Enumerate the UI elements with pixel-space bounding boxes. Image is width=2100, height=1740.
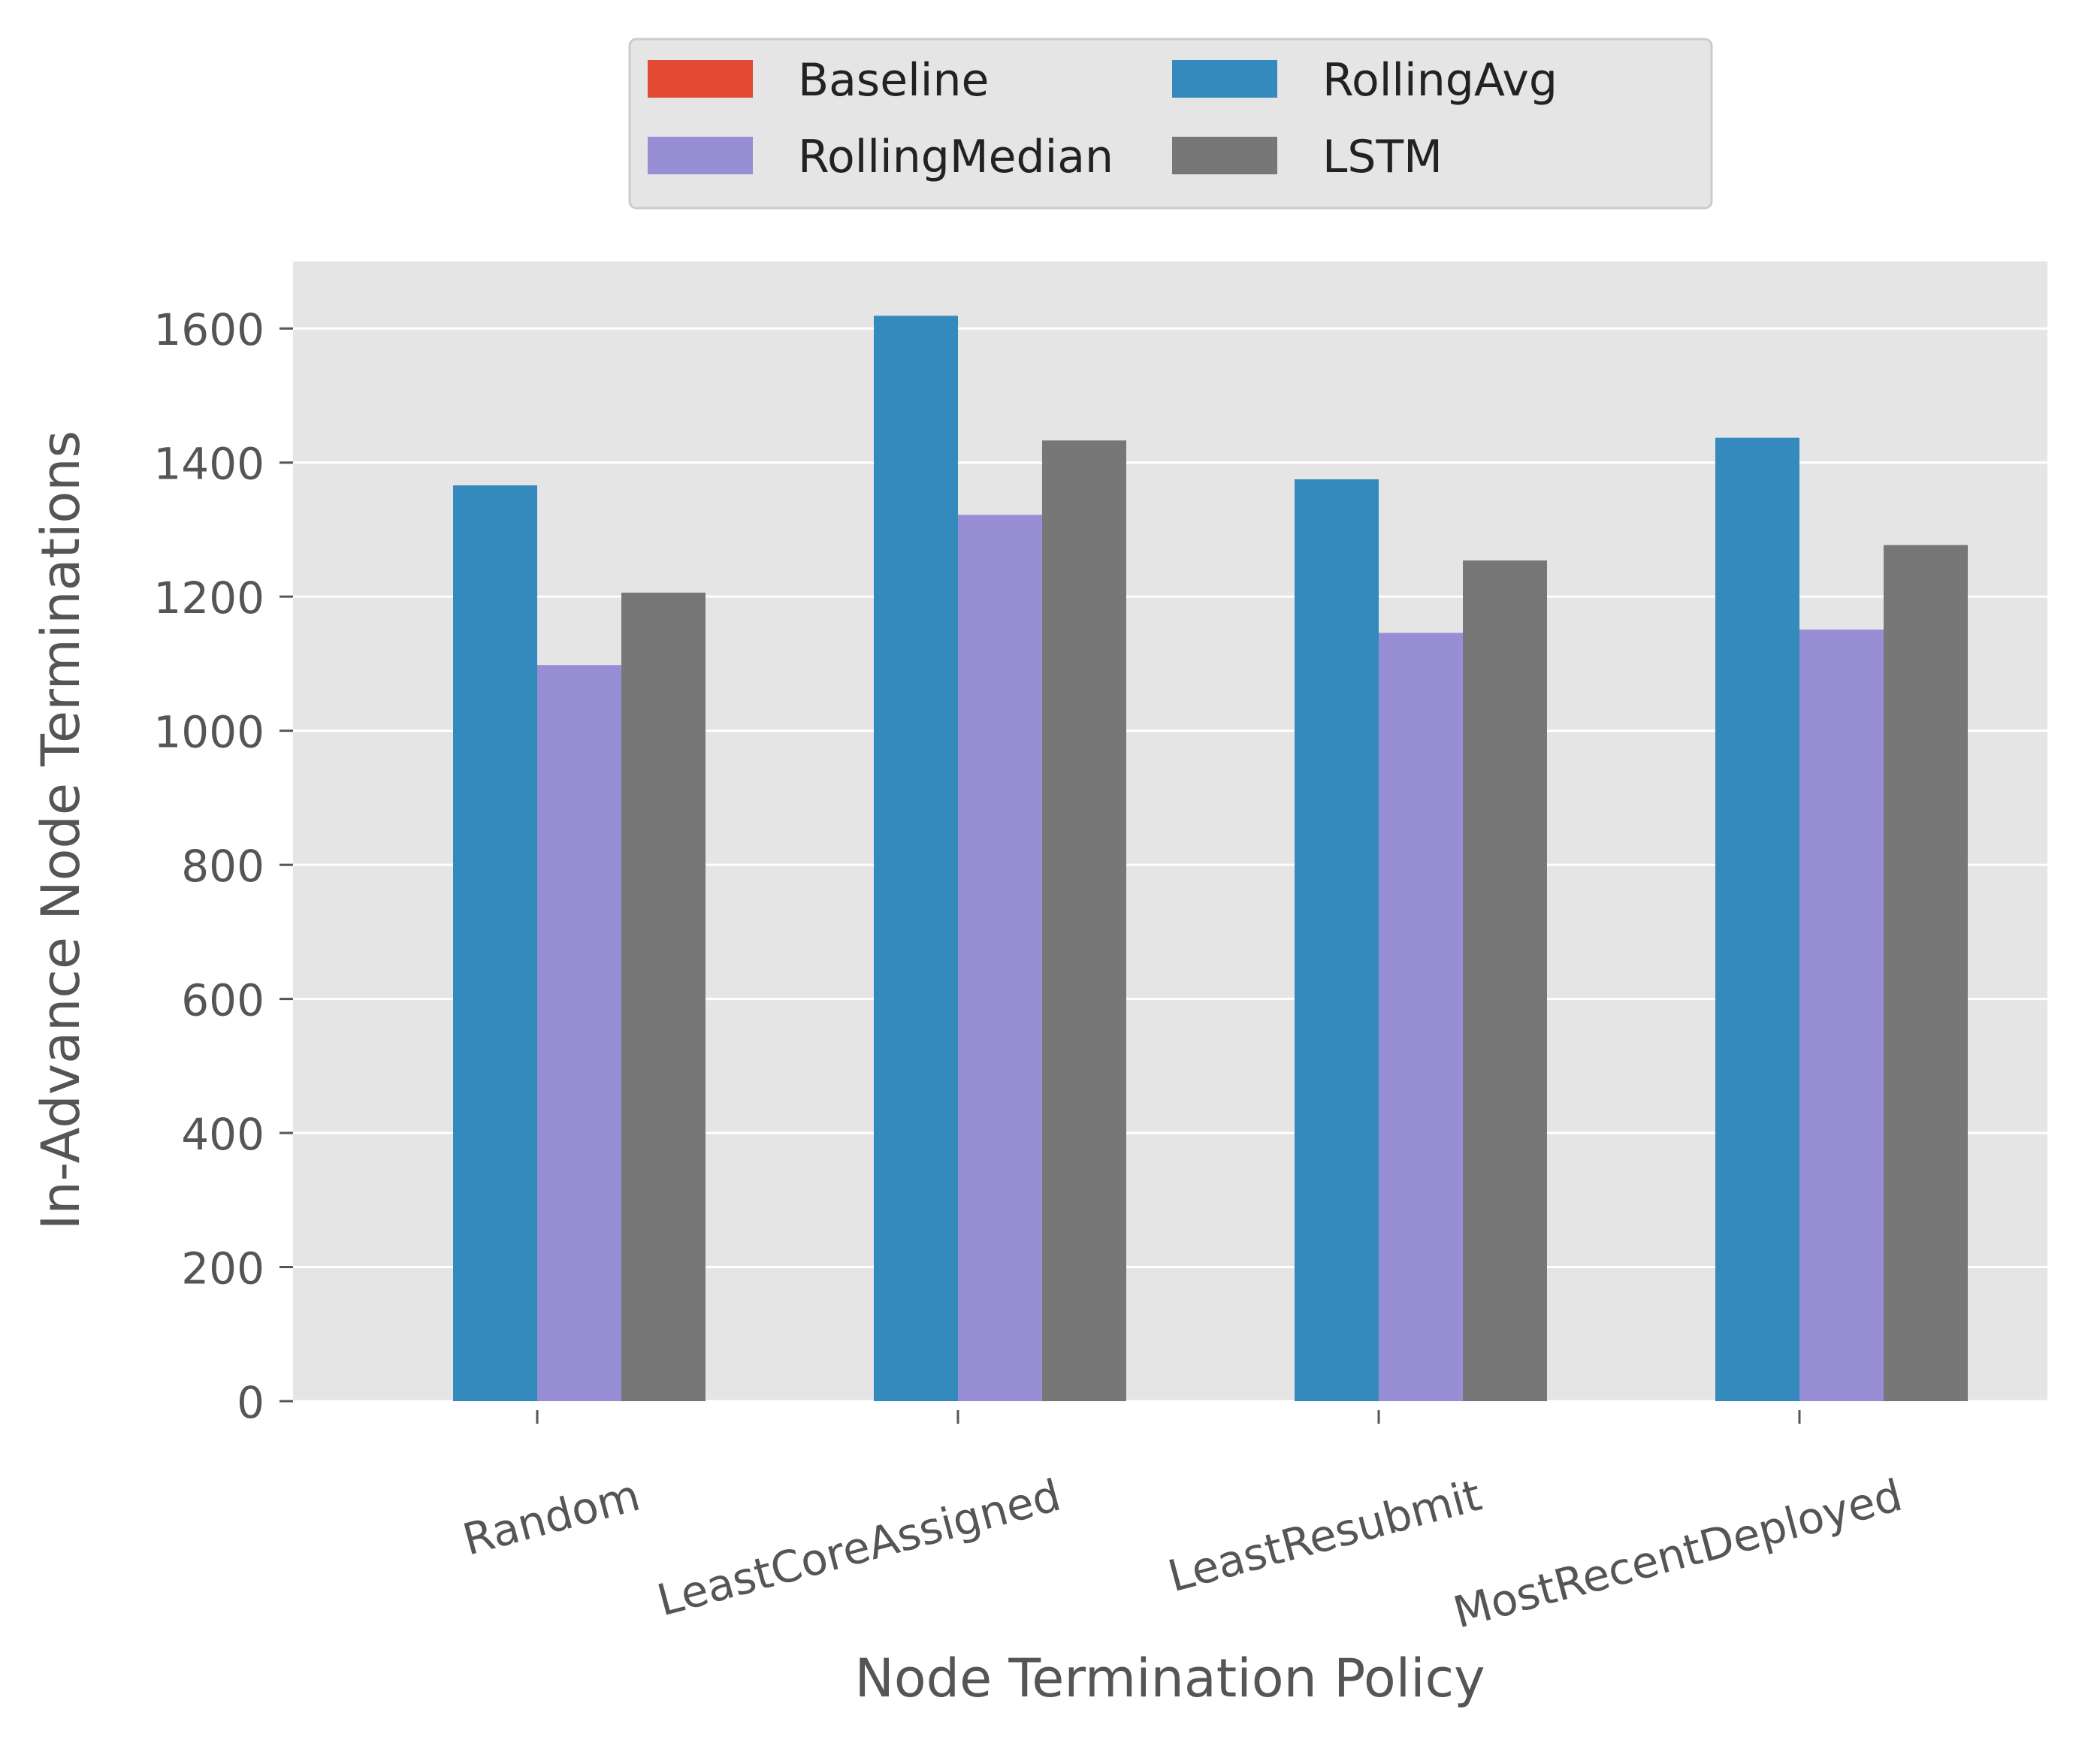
y-tick-label: 1600 [153,304,264,355]
legend-swatch [1172,60,1277,98]
bar [1799,629,1884,1401]
legend-label: RollingAvg [1322,54,1558,107]
bar [1715,437,1799,1401]
y-tick-label: 800 [181,841,264,892]
legend-swatch [1172,137,1277,174]
bars [453,316,1968,1402]
legend-swatch [648,137,753,174]
bar [1884,545,1968,1401]
legend: Baseline RollingAvg RollingMedian LSTM [628,38,1713,210]
y-tick-label: 1000 [153,707,264,758]
bar [1379,633,1463,1401]
bar [1042,440,1126,1401]
x-tick-label: LeastResubmit [1163,1470,1487,1602]
legend-label: RollingMedian [798,131,1113,183]
bar [537,665,621,1401]
legend-box [628,38,1713,210]
x-axis-label: Node Termination Policy [854,1648,1485,1709]
legend-label: LSTM [1322,131,1443,183]
y-axis-label: In-Advance Node Terminations [30,430,92,1230]
x-tick-label: Random [458,1470,645,1566]
y-tick-label: 1200 [153,572,264,624]
y-tick-label: 600 [181,975,264,1026]
y-tick-label: 0 [237,1377,264,1428]
y-tick-label: 400 [181,1109,264,1160]
bar [1463,560,1547,1401]
x-tick-label: LeastCoreAssigned [652,1470,1066,1627]
legend-swatch [648,60,753,98]
legend-label: Baseline [798,54,989,107]
bar [1295,479,1379,1402]
bar [621,592,706,1402]
bar [453,485,537,1401]
bar [958,515,1042,1402]
x-axis: Random LeastCoreAssigned LeastResubmitMost… [458,1410,1908,1639]
bar [874,316,958,1402]
y-tick-label: 1400 [153,439,264,490]
y-axis: 0 200 400 600 800 1000 1200 1400 1600 [153,304,293,1428]
x-tick-label: MostRecentDeployed [1448,1470,1907,1639]
y-tick-label: 200 [181,1243,264,1294]
